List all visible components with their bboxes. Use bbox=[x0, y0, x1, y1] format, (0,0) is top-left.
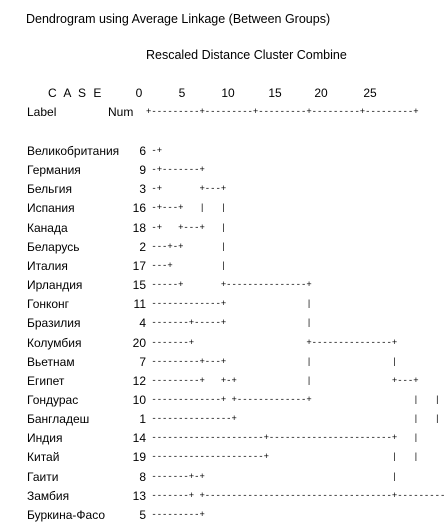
case-num: 7 bbox=[139, 355, 146, 369]
case-label: Колумбия bbox=[27, 336, 82, 350]
case-label: Замбия bbox=[27, 489, 70, 503]
scale-tick-0: 0 bbox=[135, 86, 143, 100]
scale-tick-15: 15 bbox=[268, 86, 282, 100]
dendrogram-branch: ---------------------+ | | bbox=[146, 452, 419, 462]
case-label: Италия bbox=[27, 259, 68, 273]
case-num: 18 bbox=[132, 221, 146, 235]
case-label: Гонконг bbox=[27, 297, 70, 311]
dendrogram-branch: -------+-+ | bbox=[146, 472, 398, 482]
dendrogram-subtitle: Rescaled Distance Cluster Combine bbox=[146, 48, 347, 62]
dendrogram-branch: -------+ +------------------------------… bbox=[146, 491, 444, 501]
case-label: Ирландия bbox=[27, 278, 83, 292]
dendrogram-branch: ---+-+ | bbox=[146, 242, 227, 252]
case-label: Вьетнам bbox=[27, 355, 75, 369]
case-label: Бразилия bbox=[27, 316, 81, 330]
case-num: 10 bbox=[132, 393, 146, 407]
dendrogram-branch: -------+ +---------------+ bbox=[146, 338, 398, 348]
case-num: 16 bbox=[132, 201, 146, 215]
case-header: C A S E bbox=[48, 86, 104, 100]
case-label: Гаити bbox=[27, 470, 59, 484]
case-label: Великобритания bbox=[27, 144, 120, 158]
dendrogram-branch: -------+-----+ | bbox=[146, 318, 312, 328]
case-num: 9 bbox=[139, 163, 146, 177]
case-num: 17 bbox=[132, 259, 146, 273]
scale-tick-5: 5 bbox=[178, 86, 186, 100]
num-column-header: Num bbox=[108, 105, 134, 119]
dendrogram-branch: -+-------+ bbox=[146, 165, 205, 175]
case-label: Гондурас bbox=[27, 393, 79, 407]
case-label: Испания bbox=[27, 201, 75, 215]
case-num: 8 bbox=[139, 470, 146, 484]
dendrogram-branch: -------------+ +-------------+ | | bbox=[146, 395, 440, 405]
case-num: 4 bbox=[139, 316, 146, 330]
dendrogram-branch: -+ +---+ | bbox=[146, 223, 227, 233]
case-label: Бангладеш bbox=[27, 412, 90, 426]
scale-tick-20: 20 bbox=[314, 86, 328, 100]
dendrogram-title: Dendrogram using Average Linkage (Betwee… bbox=[26, 12, 331, 26]
scale-axis-line: +---------+---------+---------+---------… bbox=[146, 107, 419, 117]
dendrogram-branch: ---------------+ | | bbox=[146, 414, 440, 424]
case-label: Беларусь bbox=[27, 240, 80, 254]
case-num: 5 bbox=[139, 508, 146, 522]
dendrogram-branch: -+ +---+ bbox=[146, 184, 227, 194]
case-num: 14 bbox=[132, 431, 146, 445]
label-column-header: Label bbox=[27, 105, 57, 119]
case-num: 6 bbox=[139, 144, 146, 158]
dendrogram-branch: ---+ | bbox=[146, 261, 227, 271]
dendrogram-branch: ---------+ bbox=[146, 510, 205, 520]
case-num: 13 bbox=[132, 489, 146, 503]
scale-tick-25: 25 bbox=[363, 86, 377, 100]
case-label: Германия bbox=[27, 163, 81, 177]
case-label: Канада bbox=[27, 221, 68, 235]
case-num: 2 bbox=[139, 240, 146, 254]
case-num: 12 bbox=[132, 374, 146, 388]
dendrogram-branch: -+ bbox=[146, 146, 163, 156]
dendrogram-branch: ---------------------+------------------… bbox=[146, 433, 419, 443]
case-label: Египет bbox=[27, 374, 65, 388]
case-label: Индия bbox=[27, 431, 63, 445]
dendrogram-branch: -----+ +---------------+ bbox=[146, 280, 312, 290]
scale-tick-10: 10 bbox=[221, 86, 235, 100]
case-label: Бельгия bbox=[27, 182, 72, 196]
dendrogram-branch: ---------+ +-+ | +---+ bbox=[146, 376, 419, 386]
case-label: Буркина-Фасо bbox=[27, 508, 106, 522]
dendrogram-branch: ---------+---+ | | bbox=[146, 357, 398, 367]
case-num: 19 bbox=[132, 450, 146, 464]
case-num: 11 bbox=[133, 297, 146, 311]
case-num: 20 bbox=[132, 336, 146, 350]
case-num: 15 bbox=[132, 278, 146, 292]
dendrogram-branch: -+---+ | | bbox=[146, 203, 227, 213]
case-num: 1 bbox=[139, 412, 146, 426]
dendrogram-branch: -------------+ | bbox=[146, 299, 312, 309]
case-label: Китай bbox=[27, 450, 60, 464]
case-num: 3 bbox=[139, 182, 146, 196]
